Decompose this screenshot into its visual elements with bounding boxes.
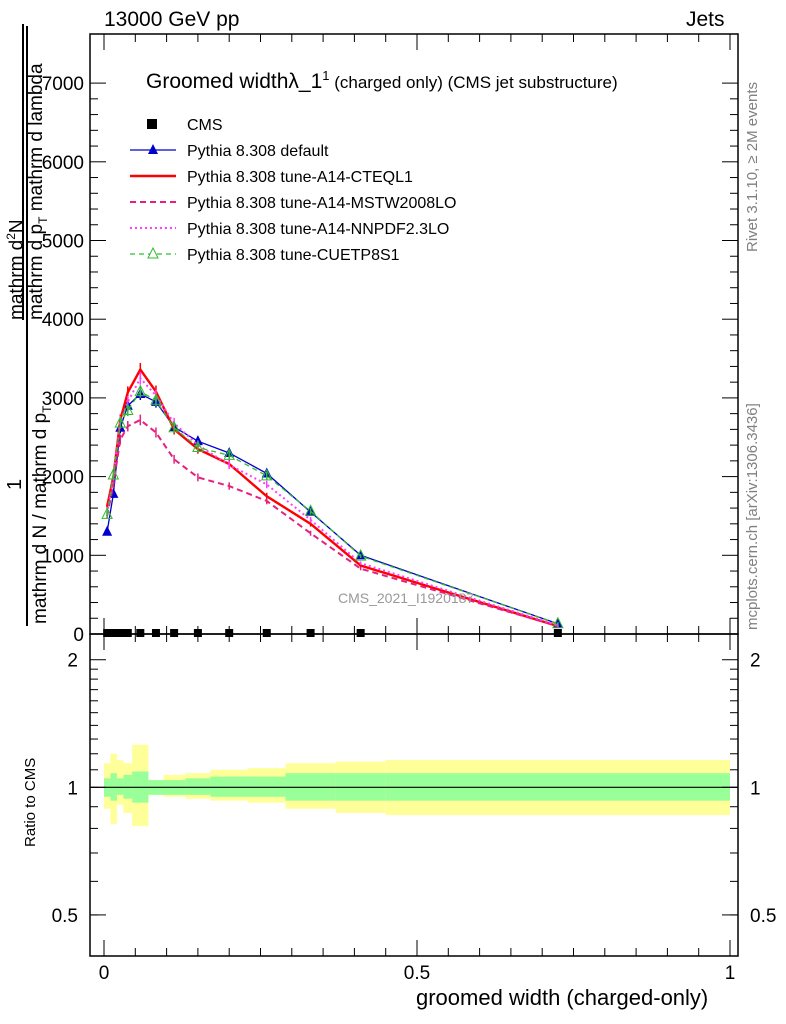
series-marker-5 [192, 440, 204, 452]
cms-data-point [170, 629, 179, 637]
chart-title-suffix: (charged only) (CMS jet substructure) [329, 73, 618, 92]
y-top-line1: mathrm d [6, 239, 28, 320]
series-line-4 [106, 376, 559, 627]
series-marker-5 [101, 507, 113, 519]
series-marker-5 [107, 467, 120, 480]
ratio-band-inner [116, 778, 124, 795]
mcplots-label: mcplots.cern.ch [arXiv:1306.3436] [744, 403, 761, 630]
legend-label-4: Pythia 8.308 tune-A14-NNPDF2.3LO [187, 221, 449, 238]
xtick-label: 0 [99, 963, 110, 984]
legend-label-5: Pythia 8.308 tune-CUETP8S1 [187, 247, 400, 264]
x-axis-label: groomed width (charged-only) [416, 985, 709, 1010]
series-marker-5 [223, 448, 236, 460]
series-marker-5 [114, 415, 127, 428]
rivet-label: Rivet 3.1.10, ≥ 2M events [744, 82, 761, 252]
series-line-2 [105, 367, 559, 628]
cms-data-point [136, 629, 145, 637]
main-ytick-label: 4000 [42, 310, 84, 331]
ratio-ytick-label-left: 0.5 [52, 906, 78, 927]
ratio-ytick-label-right: 2 [750, 651, 761, 672]
ratio-plot-frame [89, 633, 739, 957]
main-ytick-label: 6000 [42, 153, 84, 174]
chart-title-main: Groomed widthλ_1 [146, 70, 323, 93]
ratio-band-inner [247, 776, 286, 797]
series-marker-5 [150, 393, 162, 405]
xtick-label: 1 [725, 963, 736, 984]
y-bottom-text: mathrm d N / mathrm d p [30, 412, 51, 624]
cms-data-point [123, 629, 132, 637]
ratio-band-inner [210, 776, 248, 797]
main-ytick-label: 1000 [42, 546, 84, 567]
chart-title: Groomed widthλ_11 (charged only) (CMS je… [146, 68, 618, 94]
y-top-line2-rest: mathrm d lambda [26, 63, 47, 217]
legend-marker-cms [147, 119, 157, 129]
main-ytick-label: 7000 [42, 74, 84, 95]
series-marker-5 [304, 504, 317, 516]
legend-label-0: CMS [187, 117, 223, 134]
y-top-line1-sup: 2 [4, 233, 18, 240]
main-ytick-label: 2000 [42, 468, 84, 489]
y-frac-one: 1 [4, 478, 26, 490]
chart-title-sup: 1 [322, 68, 330, 83]
series-marker-5 [260, 468, 273, 481]
series-marker-5 [134, 384, 147, 397]
header-category: Jets [686, 8, 725, 31]
main-ytick-label: 0 [73, 625, 84, 646]
cms-data-point [262, 629, 271, 637]
series-marker-5 [354, 548, 367, 561]
y-top-line1-rest: N [6, 219, 28, 234]
y-top-line2: mathrm d p [26, 223, 47, 320]
main-ytick-label: 5000 [42, 232, 84, 253]
cms-data-point [553, 629, 562, 637]
series-marker-5 [168, 420, 180, 433]
legend-marker-5 [147, 246, 159, 259]
cms-data-point [116, 629, 125, 637]
ratio-ytick-label-left: 1 [67, 778, 78, 799]
xtick-label: 0.5 [404, 963, 430, 984]
y-top-line2-sub: T [35, 216, 50, 224]
watermark: CMS_2021_I1920187 [338, 590, 475, 606]
series-line-3 [106, 418, 559, 628]
series-marker-5 [121, 403, 134, 415]
ratio-band-inner [185, 778, 211, 795]
series-marker-5 [552, 616, 564, 629]
cms-data-point [306, 629, 315, 637]
series-marker-1 [102, 525, 113, 536]
legend-marker-1 [148, 144, 158, 154]
legend-label-2: Pythia 8.308 tune-A14-CTEQL1 [187, 169, 413, 186]
cms-data-point [103, 629, 112, 637]
header-energy: 13000 GeV pp [104, 8, 240, 31]
legend-label-3: Pythia 8.308 tune-A14-MSTW2008LO [187, 195, 456, 212]
legend-label-1: Pythia 8.308 default [187, 143, 329, 160]
ratio-ytick-label-left: 2 [67, 651, 78, 672]
ratio-y-axis-label: Ratio to CMS [22, 757, 39, 847]
y-bottom-sub: T [39, 405, 54, 413]
cms-data-point [109, 629, 118, 637]
cms-data-point [356, 629, 365, 637]
ratio-ytick-label-right: 1 [750, 778, 761, 799]
main-y-axis-label: 1 mathrm d N / mathrm d pT mathrm d2N ma… [0, 24, 90, 626]
ratio-ytick-label-right: 0.5 [750, 906, 776, 927]
main-ytick-label: 3000 [42, 389, 84, 410]
cms-data-point [151, 629, 160, 637]
